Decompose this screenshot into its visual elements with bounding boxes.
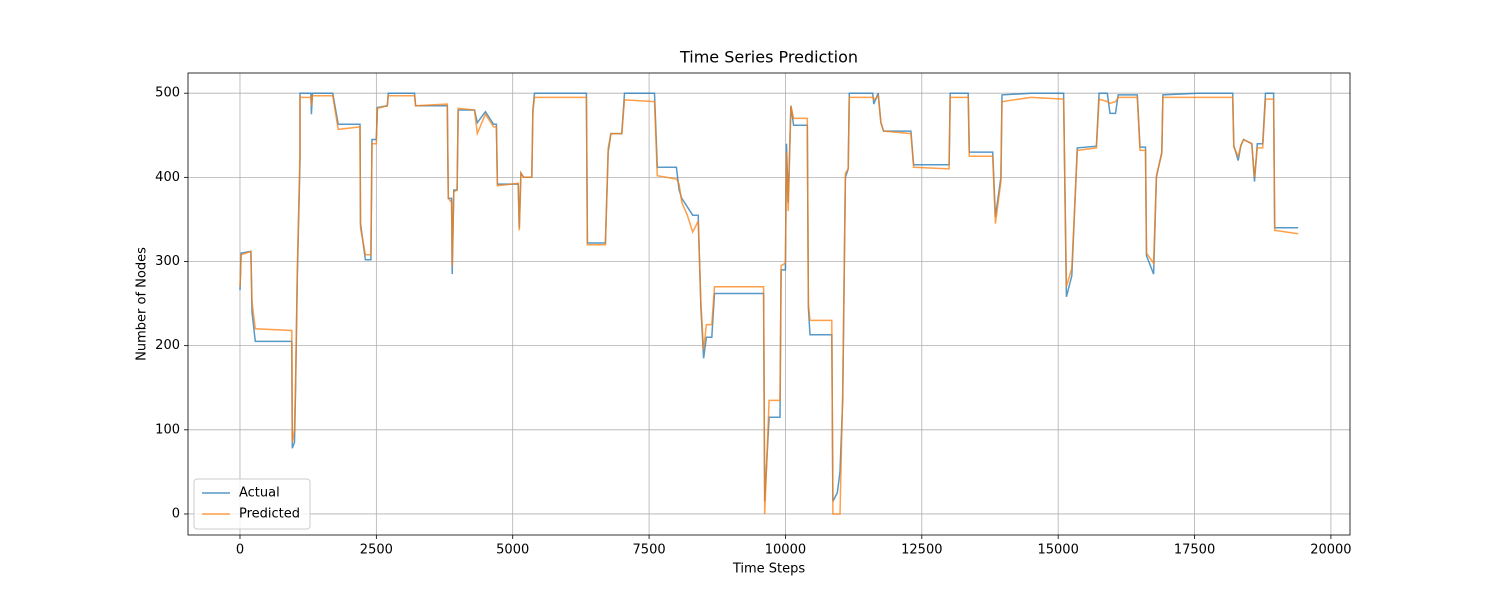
- x-tick-label: 2500: [360, 543, 393, 558]
- plot-frame: [187, 72, 1351, 536]
- legend-label: Predicted: [239, 507, 300, 522]
- y-tick-label: 200: [155, 338, 180, 353]
- x-tick-label: 10000: [765, 543, 806, 558]
- x-axis-label: Time Steps: [732, 562, 806, 577]
- x-tick-label: 17500: [1174, 543, 1215, 558]
- x-tick-label: 12500: [901, 543, 942, 558]
- y-tick-label: 300: [155, 254, 180, 269]
- x-tick-label: 15000: [1037, 543, 1078, 558]
- x-tick-label: 20000: [1310, 543, 1351, 558]
- data-line: [239, 92, 1299, 502]
- y-tick-label: 0: [172, 506, 180, 521]
- legend: Actual Predicted: [193, 478, 311, 530]
- y-axis-label: Number of Nodes: [135, 247, 150, 361]
- x-tick-label: 7500: [633, 543, 666, 558]
- legend-label: Actual: [239, 486, 280, 501]
- chart-title: Time Series Prediction: [679, 48, 858, 67]
- data-line: [239, 94, 1299, 515]
- y-tick-label: 500: [155, 86, 180, 101]
- y-tick-label: 100: [155, 422, 180, 437]
- legend-box: [193, 478, 311, 530]
- x-tick-label: 0: [236, 543, 244, 558]
- y-tick-label: 400: [155, 170, 180, 185]
- x-tick-label: 5000: [496, 543, 529, 558]
